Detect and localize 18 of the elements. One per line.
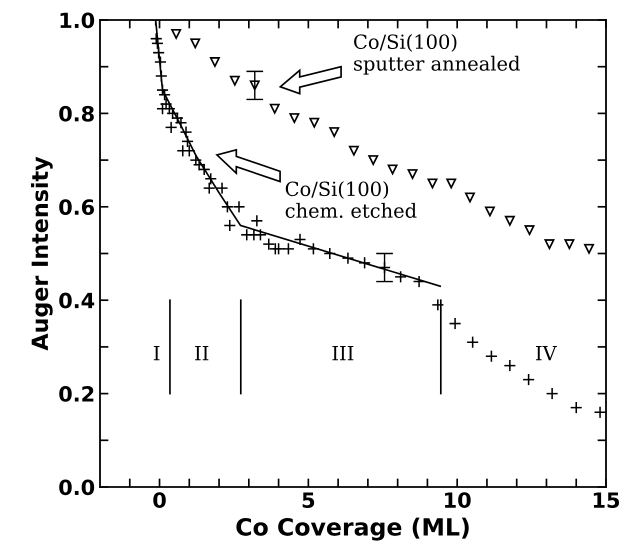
annotation: III [332, 346, 354, 360]
y-tick-label: 0.0 [59, 479, 94, 496]
y-tick-label: 0.8 [59, 106, 94, 122]
x-tick-label: 0 [153, 492, 166, 508]
x-axis-title: Co Coverage (ML) [236, 518, 469, 541]
annotation: Co/Si(100) chem. etched [286, 181, 417, 218]
y-tick-label: 0.6 [59, 199, 94, 216]
annotation: IV [536, 346, 557, 360]
annotation: Co/Si(100) sputter annealed [354, 34, 520, 75]
y-tick-label: 0.2 [59, 386, 94, 402]
y-tick-label: 0.4 [59, 292, 94, 308]
y-axis-title: Auger Intensity [31, 156, 53, 351]
annotation: II [195, 346, 208, 360]
x-tick-label: 5 [302, 492, 314, 508]
x-tick-label: 15 [594, 492, 620, 508]
y-tick-label: 1.0 [60, 12, 94, 28]
x-tick-label: 10 [445, 492, 471, 508]
annotation: I [154, 346, 160, 360]
